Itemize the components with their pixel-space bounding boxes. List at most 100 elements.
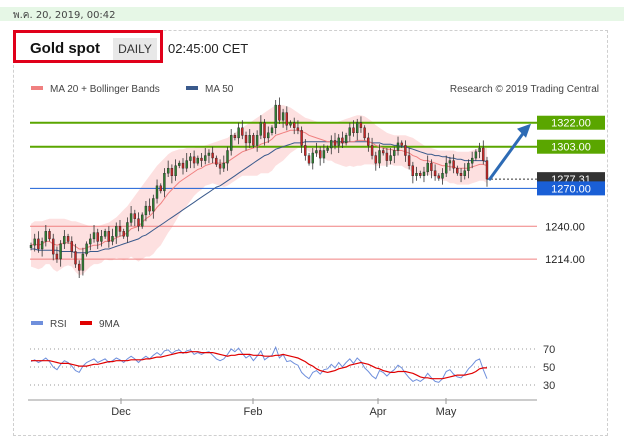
candle-body [148,205,151,212]
candle-body [322,150,326,159]
level-label-4: 1240.00 [545,221,585,233]
candle-body [207,152,211,156]
candle-body [348,127,351,136]
rsi-line [30,345,488,383]
projection-arrow-head [517,123,531,138]
candle-body [367,137,370,146]
x-tick-label: May [436,406,457,418]
candle-body [382,150,385,154]
candle-body [85,243,88,255]
candle-body [255,135,259,146]
candle-body [107,231,111,242]
title-highlight-box [13,30,163,63]
candle-body [430,162,433,171]
candle-body [304,145,307,156]
candle-body [126,222,129,237]
candle-body [407,155,411,166]
x-tick-label: Dec [111,406,131,418]
rsi-tick-label: 30 [543,380,555,392]
candle-body [185,160,188,169]
candle-body [326,147,329,151]
candle-body [181,162,185,169]
candle-body [315,150,318,154]
candle-body [415,172,418,176]
candle-body [378,150,381,164]
legend-ma20-label: MA 20 + Bollinger Bands [50,84,160,95]
candle-body [211,152,214,159]
candle-body [89,238,92,245]
candle-body [144,205,148,216]
candle-body [159,185,162,192]
candle-body [233,135,237,139]
candle-body [293,122,296,128]
candle-body [203,155,207,161]
candle-body [196,157,200,164]
candle-body [44,231,47,242]
level-label-box-0 [537,115,605,130]
candle-body [448,160,452,164]
candle-body [241,127,244,136]
candle-body [281,112,285,121]
candle-body [29,244,33,248]
candle-body [152,198,155,212]
candle-body [200,157,203,161]
datetime-label: พ.ค. 20, 2019, 00:42 [13,10,116,21]
candle-body [463,170,466,176]
candle-body [456,167,459,174]
candle-body [133,213,137,219]
candle-body [140,214,144,227]
period-badge[interactable]: DAILY [113,38,157,60]
candle-body [178,162,181,166]
candle-body [419,172,422,176]
credit-label: Research © 2019 Trading Central [450,84,599,95]
candle-body [482,147,485,161]
candle-body [333,140,337,146]
level-label-1: 1303.00 [551,142,591,154]
candle-body [111,236,114,242]
candle-body [155,185,159,199]
candle-body [218,164,222,169]
candle-body [55,253,59,260]
candle-body [319,150,322,159]
candle-body [81,253,85,271]
candle-body [370,145,374,156]
candle-body [170,167,174,176]
candle-body [40,241,44,250]
legend-rsi-swatch [31,321,43,325]
candle-body [252,135,255,146]
candle-body [274,104,277,128]
rsi-tick-label: 70 [543,344,555,356]
candle-body [467,162,470,171]
candle-body [52,238,55,255]
candle-body [296,127,300,131]
candle-body [59,243,62,260]
legend-ma50-swatch [186,86,198,90]
ma50-line [31,141,488,254]
candle-body [114,226,118,237]
candle-body [122,231,125,237]
candle-body [426,162,429,173]
x-tick-label: Apr [369,406,386,418]
level-label-5: 1214.00 [545,254,585,266]
candle-body [215,157,218,165]
x-tick-label: Feb [244,406,263,418]
candle-body [374,155,377,164]
candle-body [363,127,366,139]
candle-body [70,241,74,252]
chart-frame [13,30,608,436]
candle-body [229,135,233,151]
candle-body [330,140,333,149]
legend-9ma-swatch [80,321,92,325]
candle-body [474,151,478,159]
candle-body [285,112,288,126]
candle-body [74,251,77,265]
candle-body [237,127,240,139]
candle-body [389,155,392,161]
candle-body [118,226,122,232]
candle-body [311,152,314,164]
candle-body [385,152,389,161]
candle-body [441,172,444,179]
candle-body [33,238,36,246]
candle-body [259,122,262,136]
candle-body [226,150,229,164]
